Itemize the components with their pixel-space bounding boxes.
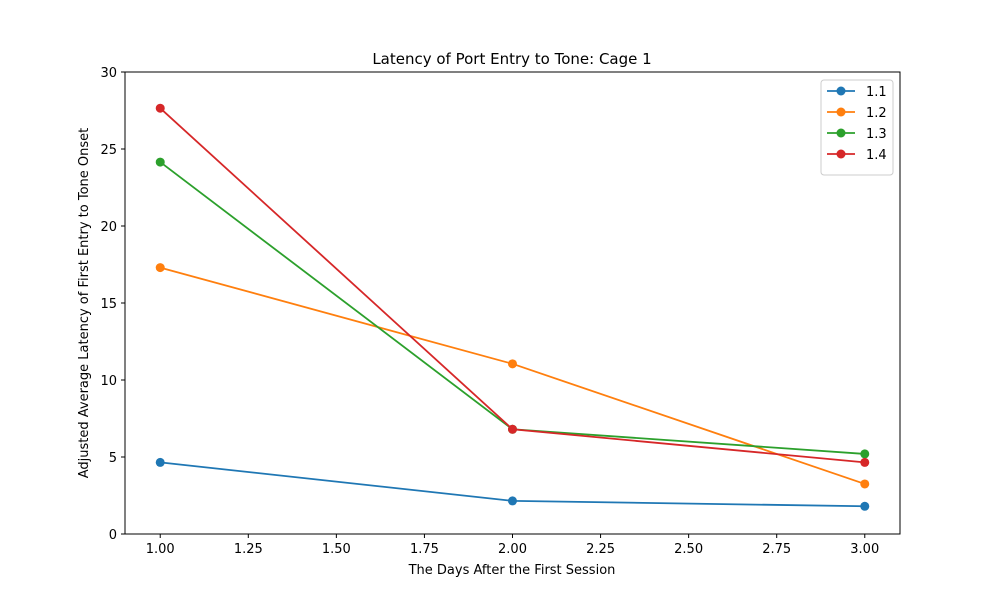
legend-marker [836, 107, 846, 117]
series-line [159, 107, 865, 464]
series-1.4 [155, 103, 870, 467]
x-tick-label: 3.00 [850, 542, 879, 557]
data-point [155, 263, 165, 273]
x-tick-label: 1.00 [146, 542, 175, 557]
data-point [508, 359, 517, 369]
series-1.2 [155, 263, 870, 489]
y-tick-label: 10 [100, 374, 117, 389]
legend-label: 1.4 [866, 148, 887, 163]
data-point [860, 479, 870, 489]
x-tick-label: 2.50 [674, 542, 703, 557]
legend-marker [836, 149, 846, 159]
data-point [860, 457, 870, 467]
y-tick-label: 15 [100, 297, 117, 312]
data-point [155, 157, 165, 167]
y-tick-label: 25 [100, 143, 117, 158]
y-axis-label: Adjusted Average Latency of First Entry … [77, 128, 92, 479]
x-tick-label: 1.50 [322, 542, 351, 557]
x-tick-label: 1.75 [410, 542, 439, 557]
data-point [860, 501, 870, 511]
legend-entry: 1.2 [827, 106, 887, 121]
series-1.1 [155, 457, 870, 511]
x-tick-label: 2.25 [586, 542, 615, 557]
data-point [155, 103, 165, 113]
x-tick-label: 1.25 [234, 542, 263, 557]
data-point [155, 457, 165, 467]
y-tick-label: 30 [100, 66, 117, 81]
series-line [159, 266, 866, 485]
chart-title: Latency of Port Entry to Tone: Cage 1 [372, 50, 651, 68]
legend-entry: 1.3 [827, 127, 887, 142]
x-axis: 1.00 1.25 1.50 1.75 2.00 2.25 2.50 2.75 3.00 [146, 534, 879, 557]
data-point [860, 449, 870, 459]
legend-label: 1.1 [866, 85, 887, 100]
legend-marker [836, 128, 846, 138]
series-layer [155, 103, 870, 511]
y-tick-label: 0 [109, 528, 117, 543]
data-point [508, 424, 517, 434]
legend: 1.1 1.2 1.3 1.4 [820, 79, 894, 176]
data-point [508, 496, 517, 506]
y-tick-label: 20 [100, 220, 117, 235]
y-tick-label: 5 [109, 451, 117, 466]
legend-entry: 1.4 [827, 148, 887, 163]
legend-marker [836, 86, 846, 96]
x-tick-label: 2.75 [762, 542, 791, 557]
y-axis: 0 5 10 15 20 25 30 [100, 66, 125, 543]
plot-area-frame [124, 71, 901, 535]
legend-label: 1.3 [866, 127, 887, 142]
legend-label: 1.2 [866, 106, 887, 121]
x-axis-label: The Days After the First Session [408, 563, 616, 578]
x-tick-label: 2.00 [498, 542, 527, 557]
legend-entry: 1.1 [827, 85, 887, 100]
series-line [159, 161, 865, 455]
